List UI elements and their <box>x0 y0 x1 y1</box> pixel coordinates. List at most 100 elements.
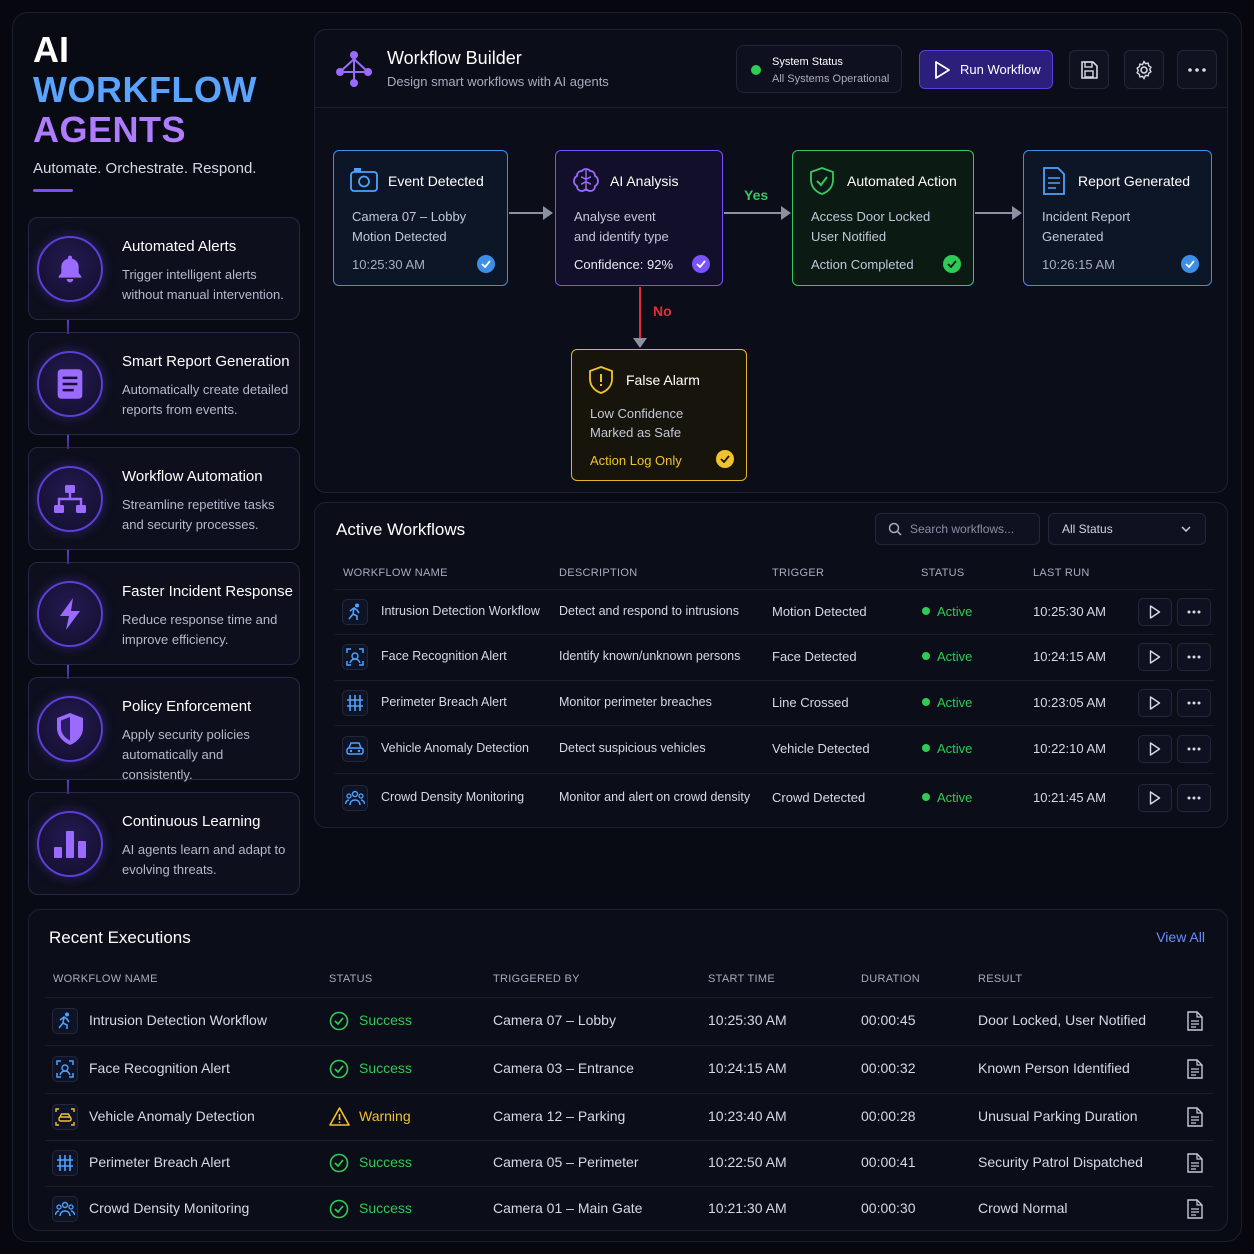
status-badge: Active <box>922 695 972 710</box>
brand-underline <box>33 189 73 192</box>
node-line: Marked as Safe <box>590 425 682 440</box>
workflow-name[interactable]: Face Recognition Alert <box>89 1060 230 1076</box>
workflow-trigger: Face Detected <box>772 649 857 664</box>
check-icon <box>692 255 710 273</box>
view-report-icon[interactable] <box>1187 1059 1203 1084</box>
workflow-name[interactable]: Intrusion Detection Workflow <box>381 603 540 618</box>
workflow-description: Monitor and alert on crowd density <box>559 790 751 804</box>
arrow-head-icon <box>543 206 553 220</box>
arrow-head-icon <box>633 338 647 348</box>
run-row-button[interactable] <box>1138 784 1172 812</box>
view-report-icon[interactable] <box>1187 1106 1203 1132</box>
bar-chart-icon <box>37 810 103 877</box>
status-text: Active <box>937 741 973 756</box>
workflow-name[interactable]: Vehicle Anomaly Detection <box>89 1107 255 1124</box>
row-more-button[interactable] <box>1177 784 1211 812</box>
workflow-description: Identify known/unknown persons <box>559 649 741 663</box>
run-row-button[interactable] <box>1138 597 1172 626</box>
table-row[interactable] <box>335 773 1215 823</box>
node-event-detected[interactable]: Event Detected Camera 07 – Lobby Motion … <box>333 150 508 286</box>
builder-title: Workflow Builder <box>387 48 522 68</box>
result: Unusual Parking Duration <box>978 1107 1138 1124</box>
lightning-icon <box>37 580 103 647</box>
table-row[interactable] <box>45 1140 1213 1186</box>
no-label: No <box>653 303 672 319</box>
row-more-button[interactable] <box>1177 643 1211 671</box>
car-icon <box>342 736 368 762</box>
view-report-icon[interactable] <box>1187 1011 1203 1036</box>
workflow-name[interactable]: Vehicle Anomaly Detection <box>381 741 530 755</box>
table-row[interactable] <box>45 1093 1213 1140</box>
node-automated-action[interactable]: Automated Action Access Door Locked User… <box>792 150 974 286</box>
node-line: User Notified <box>811 229 887 244</box>
run-workflow-label: Run Workflow <box>960 62 1041 77</box>
view-all-link[interactable]: View All <box>1156 929 1205 945</box>
row-more-button[interactable] <box>1177 735 1211 763</box>
status-dot <box>751 65 761 75</box>
row-more-button[interactable] <box>1177 688 1211 717</box>
active-workflows-title: Active Workflows <box>336 520 466 539</box>
face-scan-icon <box>342 644 368 670</box>
save-button[interactable] <box>1069 50 1109 89</box>
feature-title: Workflow Automation <box>122 468 263 485</box>
workflow-trigger: Crowd Detected <box>772 790 866 805</box>
duration: 00:00:41 <box>861 1154 916 1170</box>
node-confidence: Confidence: 92% <box>574 257 674 272</box>
feature-continuous-learning[interactable]: Continuous Learning AI agents learn and … <box>28 792 300 895</box>
node-ai-analysis[interactable]: AI Analysis Analyse event and identify t… <box>555 150 723 286</box>
feature-smart-report[interactable]: Smart Report Generation Automatically cr… <box>28 332 300 435</box>
node-false-alarm[interactable]: False Alarm Low Confidence Marked as Saf… <box>571 349 747 481</box>
check-icon <box>716 450 734 468</box>
duration: 00:00:32 <box>861 1060 916 1076</box>
feature-faster-response[interactable]: Faster Incident Response Reduce response… <box>28 562 300 665</box>
feature-automated-alerts[interactable]: Automated Alerts Trigger intelligent ale… <box>28 217 300 320</box>
feature-workflow-automation[interactable]: Workflow Automation Streamline repetitiv… <box>28 447 300 550</box>
status-filter-select[interactable]: All Status <box>1048 513 1206 545</box>
more-options-button[interactable] <box>1177 50 1217 89</box>
workflow-name[interactable]: Intrusion Detection Workflow <box>89 1012 267 1028</box>
builder-header: Workflow Builder Design smart workflows … <box>315 30 1227 108</box>
start-time: 10:22:50 AM <box>708 1154 787 1170</box>
workflow-name[interactable]: Perimeter Breach Alert <box>89 1154 230 1170</box>
run-row-button[interactable] <box>1138 735 1172 763</box>
run-workflow-button[interactable]: Run Workflow <box>919 50 1053 89</box>
shield-icon <box>37 695 103 762</box>
system-status: System Status All Systems Operational <box>736 45 902 93</box>
node-report-generated[interactable]: Report Generated Incident Report Generat… <box>1023 150 1212 286</box>
check-icon <box>1181 255 1199 273</box>
run-row-button[interactable] <box>1138 688 1172 717</box>
result: Security Patrol Dispatched <box>978 1154 1143 1170</box>
table-row[interactable] <box>45 1045 1213 1093</box>
table-row[interactable] <box>335 725 1215 773</box>
row-more-button[interactable] <box>1177 597 1211 626</box>
feature-title: Automated Alerts <box>122 238 237 255</box>
workflow-name[interactable]: Crowd Density Monitoring <box>89 1200 250 1216</box>
view-report-icon[interactable] <box>1187 1153 1203 1178</box>
table-row[interactable] <box>335 589 1215 634</box>
more-dots-icon <box>1187 655 1201 659</box>
warning-icon <box>329 1106 350 1131</box>
node-line: and identify type <box>574 229 669 244</box>
table-row[interactable] <box>335 634 1215 680</box>
run-row-button[interactable] <box>1138 643 1172 671</box>
feature-policy-enforcement[interactable]: Policy Enforcement Apply security polici… <box>28 677 300 782</box>
settings-button[interactable] <box>1124 50 1164 89</box>
node-line: Action Completed <box>811 257 914 272</box>
table-row[interactable] <box>335 680 1215 725</box>
table-row[interactable] <box>45 997 1213 1045</box>
search-input[interactable] <box>910 522 1030 536</box>
brand-line-2: WORKFLOW <box>33 69 257 110</box>
last-run-time: 10:23:05 AM <box>1033 694 1106 710</box>
node-title: Report Generated <box>1078 173 1191 189</box>
workflow-name[interactable]: Perimeter Breach Alert <box>381 694 507 709</box>
view-report-icon[interactable] <box>1187 1199 1203 1224</box>
search-box[interactable] <box>875 513 1040 545</box>
duration: 00:00:45 <box>861 1012 916 1028</box>
feature-title: Faster Incident Response <box>122 583 293 600</box>
feature-title: Policy Enforcement <box>122 698 252 715</box>
table-row[interactable] <box>45 1186 1213 1232</box>
workflow-name[interactable]: Crowd Density Monitoring <box>381 790 525 804</box>
workflow-trigger: Line Crossed <box>772 694 849 710</box>
workflow-description: Detect suspicious vehicles <box>559 741 706 755</box>
workflow-name[interactable]: Face Recognition Alert <box>381 649 507 663</box>
